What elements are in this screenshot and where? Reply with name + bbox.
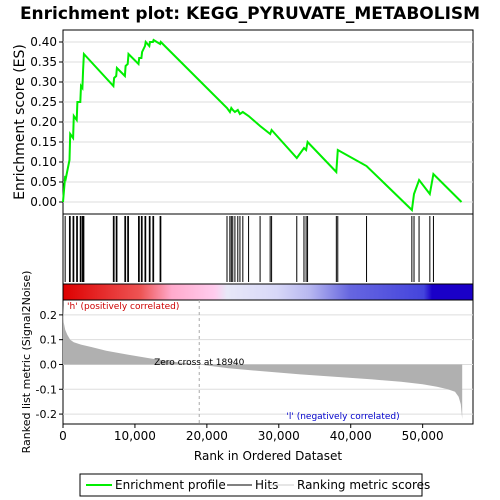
positive-correlation-label: 'h' (positively correlated) bbox=[67, 302, 179, 312]
ranking-metric-area bbox=[63, 305, 463, 419]
x-tick-label: 0 bbox=[59, 429, 67, 443]
es-y-tick-label: 0.00 bbox=[30, 195, 57, 209]
metric-y-axis-ticks: -0.2 -0.1 0.0 0.1 0.2 bbox=[36, 309, 63, 421]
x-tick-label: 40,000 bbox=[330, 429, 372, 443]
x-tick-label: 20,000 bbox=[186, 429, 228, 443]
metric-y-axis-label: Ranked list metric (Signal2Noise) bbox=[20, 271, 33, 454]
rank-color-bar bbox=[62, 283, 474, 301]
chart-title: Enrichment plot: KEGG_PYRUVATE_METABOLIS… bbox=[20, 4, 480, 24]
hits-panel-frame bbox=[62, 213, 474, 285]
metric-y-tick-label: -0.2 bbox=[36, 408, 57, 421]
es-y-tick-label: 0.20 bbox=[30, 115, 57, 129]
es-y-tick-label: 0.25 bbox=[30, 95, 57, 109]
negative-correlation-label: 'l' (negatively correlated) bbox=[286, 412, 399, 422]
zero-cross-label: Zero cross at 18940 bbox=[154, 358, 245, 368]
x-tick-label: 10,000 bbox=[114, 429, 156, 443]
es-y-tick-label: 0.40 bbox=[30, 35, 57, 49]
es-y-axis-ticks: 0.00 0.05 0.10 0.15 0.20 0.25 0.30 0.35 0.40 bbox=[30, 35, 63, 209]
hit-markers bbox=[64, 216, 434, 282]
legend-enrichment-label: Enrichment profile bbox=[115, 478, 226, 492]
metric-gridlines bbox=[63, 314, 473, 415]
x-axis-ticks: 0 10,000 20,000 30,000 40,000 50,000 bbox=[59, 424, 444, 443]
es-y-axis-label: Enrichment score (ES) bbox=[12, 44, 28, 200]
metric-y-tick-label: 0.1 bbox=[40, 334, 58, 347]
es-y-tick-label: 0.10 bbox=[30, 155, 57, 169]
es-y-tick-label: 0.15 bbox=[30, 135, 57, 149]
legend-hits-label: Hits bbox=[255, 478, 278, 492]
x-tick-label: 50,000 bbox=[402, 429, 444, 443]
x-tick-label: 30,000 bbox=[258, 429, 300, 443]
es-y-tick-label: 0.30 bbox=[30, 75, 57, 89]
metric-y-tick-label: -0.1 bbox=[36, 383, 57, 396]
enrichment-profile-line bbox=[62, 38, 463, 213]
metric-y-tick-label: 0.0 bbox=[40, 358, 58, 371]
x-axis-label: Rank in Ordered Dataset bbox=[194, 449, 342, 463]
metric-y-tick-label: 0.2 bbox=[40, 309, 58, 322]
legend-metric-label: Ranking metric scores bbox=[297, 478, 430, 492]
es-y-tick-label: 0.35 bbox=[30, 55, 57, 69]
es-y-tick-label: 0.05 bbox=[30, 175, 57, 189]
